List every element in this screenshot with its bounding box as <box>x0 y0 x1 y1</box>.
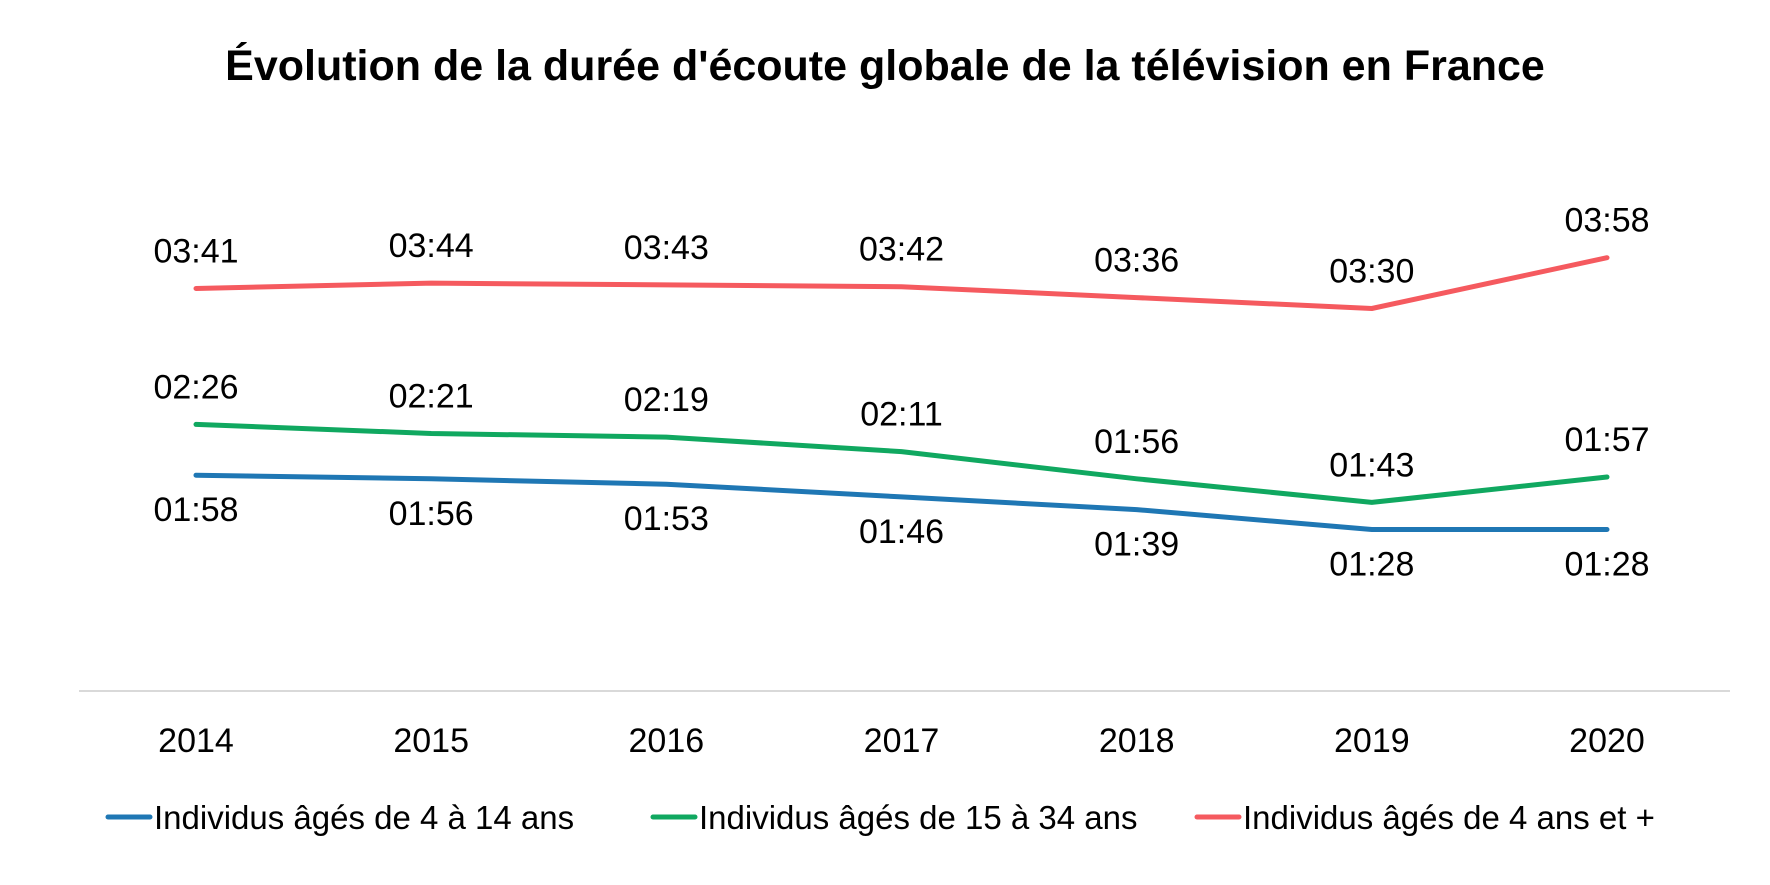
x-tick-label-5: 2019 <box>1334 722 1410 760</box>
data-label-1-5: 01:43 <box>1329 446 1414 484</box>
x-tick-labels: 2014 2015 2016 2017 2018 2019 2020 <box>158 722 1645 760</box>
data-label-2-3: 03:42 <box>859 231 944 269</box>
legend: Individus âgés de 4 à 14 ans Individus âg… <box>105 799 1655 836</box>
data-label-0-0: 01:58 <box>153 491 238 529</box>
x-tick-label-1: 2015 <box>393 722 469 760</box>
x-tick-label-0: 2014 <box>158 722 234 760</box>
chart-title: Évolution de la durée d'écoute globale d… <box>225 42 1545 90</box>
legend-label-1: Individus âgés de 15 à 34 ans <box>699 799 1138 836</box>
data-label-2-6: 03:58 <box>1564 202 1649 240</box>
data-label-1-0: 02:26 <box>153 368 238 406</box>
series-line-2 <box>193 255 1610 311</box>
x-tick-label-3: 2017 <box>864 722 940 760</box>
data-label-0-1: 01:56 <box>389 495 474 533</box>
series-layer <box>193 255 1610 532</box>
data-label-1-3: 02:11 <box>860 396 943 434</box>
legend-item-1: Individus âgés de 15 à 34 ans <box>650 799 1138 836</box>
data-label-2-5: 03:30 <box>1329 252 1414 290</box>
legend-label-2: Individus âgés de 4 ans et + <box>1243 799 1655 836</box>
x-tick-label-6: 2020 <box>1569 722 1645 760</box>
data-label-2-1: 03:44 <box>389 227 474 265</box>
legend-item-2: Individus âgés de 4 ans et + <box>1194 799 1655 836</box>
data-label-1-4: 01:56 <box>1094 423 1179 461</box>
data-label-2-4: 03:36 <box>1094 242 1179 280</box>
data-label-0-4: 01:39 <box>1094 526 1179 564</box>
data-label-2-2: 03:43 <box>624 229 709 267</box>
data-label-0-5: 01:28 <box>1329 546 1414 584</box>
data-label-0-6: 01:28 <box>1564 546 1649 584</box>
data-label-1-1: 02:21 <box>389 378 474 416</box>
x-tick-label-2: 2016 <box>629 722 705 760</box>
data-label-0-3: 01:46 <box>859 513 944 551</box>
legend-item-0: Individus âgés de 4 à 14 ans <box>105 799 574 836</box>
data-labels-layer: 01:58 01:56 01:53 01:46 01:39 01:28 01:28 02:26… <box>153 202 1649 584</box>
data-label-1-2: 02:19 <box>624 381 709 419</box>
series-line-0 <box>193 472 1610 532</box>
series-line-1 <box>193 421 1610 505</box>
x-tick-label-4: 2018 <box>1099 722 1175 760</box>
data-label-1-6: 01:57 <box>1564 421 1649 459</box>
data-label-2-0: 03:41 <box>153 233 238 271</box>
legend-label-0: Individus âgés de 4 à 14 ans <box>154 799 574 836</box>
data-label-0-2: 01:53 <box>624 500 709 538</box>
